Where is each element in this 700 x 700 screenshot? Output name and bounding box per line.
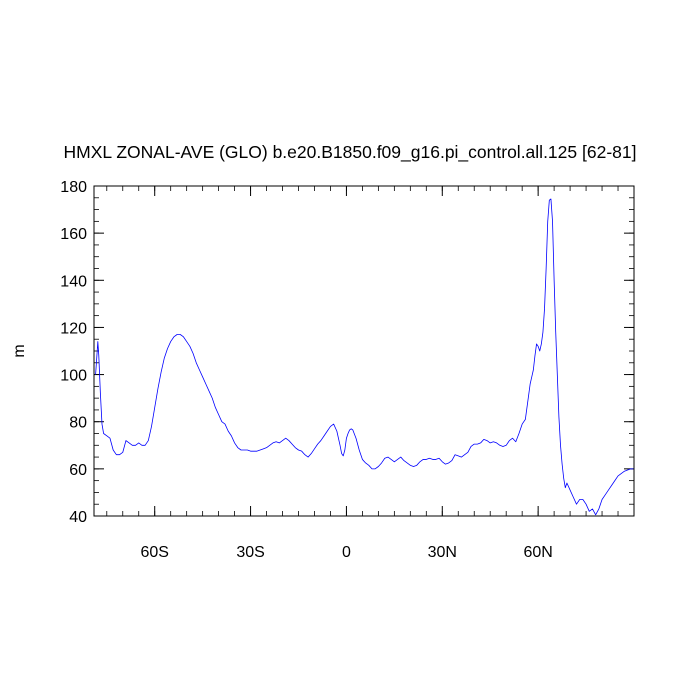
x-tick-label: 30N — [428, 544, 457, 561]
y-tick-label: 40 — [69, 509, 87, 526]
x-tick-labels: 60S 30S 0 30N 60N — [140, 544, 552, 561]
y-tick-label: 140 — [60, 273, 87, 290]
x-tick-label: 30S — [236, 544, 264, 561]
y-tick-labels: 40 60 80 100 120 140 160 180 — [60, 179, 87, 526]
plot-frame — [93, 185, 635, 517]
y-tick-label: 60 — [69, 462, 87, 479]
chart-title: HMXL ZONAL-AVE (GLO) b.e20.B1850.f09_g16… — [63, 142, 637, 162]
y-axis-label: m — [11, 344, 28, 357]
y-tick-label: 160 — [60, 226, 87, 243]
x-tick-label: 0 — [342, 544, 351, 561]
y-tick-label: 80 — [69, 415, 87, 432]
y-tick-label: 180 — [60, 179, 87, 196]
x-tick-label: 60N — [523, 544, 552, 561]
x-tick-label: 60S — [140, 544, 168, 561]
y-tick-label: 100 — [60, 368, 87, 385]
series-line — [95, 198, 634, 516]
y-tick-label: 120 — [60, 320, 87, 337]
